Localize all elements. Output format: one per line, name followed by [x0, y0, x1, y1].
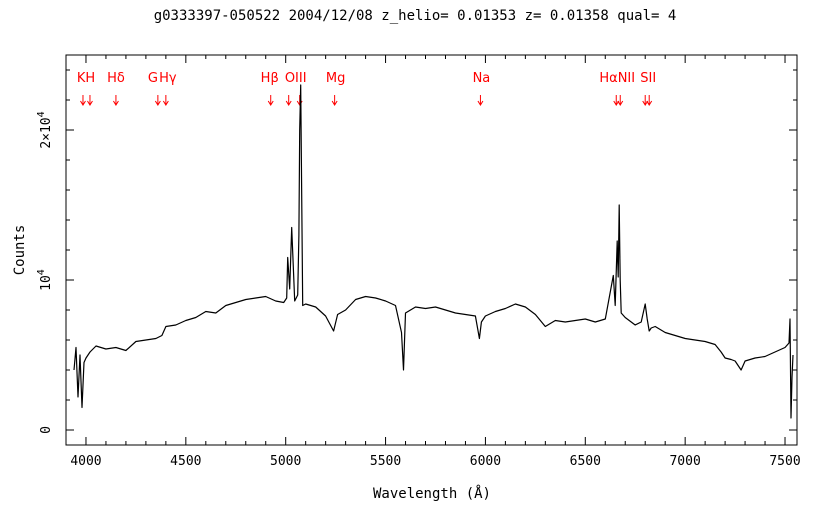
spectral-line-label: Mg [326, 71, 345, 86]
series-layer [73, 84, 794, 419]
arrow-down-icon [113, 95, 119, 106]
arrow-down-icon [80, 95, 86, 106]
spectral-line-label: Hδ [107, 71, 125, 86]
spectrum-line [73, 84, 794, 419]
arrow-down-icon [477, 95, 484, 106]
arrow-down-icon [646, 95, 653, 106]
plot-frame [65, 54, 798, 446]
arrow-down-icon [87, 95, 93, 106]
arrow-down-icon [613, 95, 620, 106]
spectral-line-label: Hβ [261, 71, 279, 86]
y-axis: 0 104 2×104 [36, 69, 797, 434]
x-axis: 4000 4500 5000 5500 6000 6500 7000 7500 [65, 55, 801, 469]
y-axis-label: Counts [12, 225, 28, 276]
x-tick-label: 7000 [669, 454, 700, 469]
spectral-line-label: G [148, 71, 158, 86]
spectral-line-label: OIII [285, 71, 307, 86]
arrow-down-icon [162, 95, 169, 106]
chart-title: g0333397-050522 2004/12/08 z_helio= 0.01… [154, 8, 677, 24]
x-tick-label: 6500 [570, 454, 601, 469]
arrow-down-icon [154, 95, 161, 106]
arrow-down-icon [331, 95, 338, 106]
spectral-line-label: Hγ [159, 71, 177, 86]
y-tick-label: 2×104 [36, 111, 54, 148]
spectral-line-label: HαNII [599, 71, 635, 86]
x-tick-label: 4500 [170, 454, 201, 469]
spectral-line-annotations: KH Hδ G Hγ Hβ OIII Mg Na HαNII SII [77, 71, 656, 106]
x-tick-label: 5000 [270, 454, 301, 469]
spectral-line-label: KH [77, 71, 95, 86]
x-tick-label: 7500 [769, 454, 800, 469]
spectral-line-label: Na [473, 71, 491, 86]
arrow-down-icon [285, 95, 292, 106]
arrow-down-icon [642, 95, 649, 106]
x-tick-label: 5500 [370, 454, 401, 469]
y-tick-label: 0 [39, 426, 54, 434]
arrow-down-icon [267, 95, 274, 106]
y-tick-label: 104 [36, 269, 54, 291]
x-tick-label: 4000 [70, 454, 101, 469]
spectral-line-label: SII [640, 71, 656, 86]
x-tick-label: 6000 [470, 454, 501, 469]
arrow-down-icon [617, 95, 624, 106]
x-axis-label: Wavelength (Å) [373, 485, 491, 502]
